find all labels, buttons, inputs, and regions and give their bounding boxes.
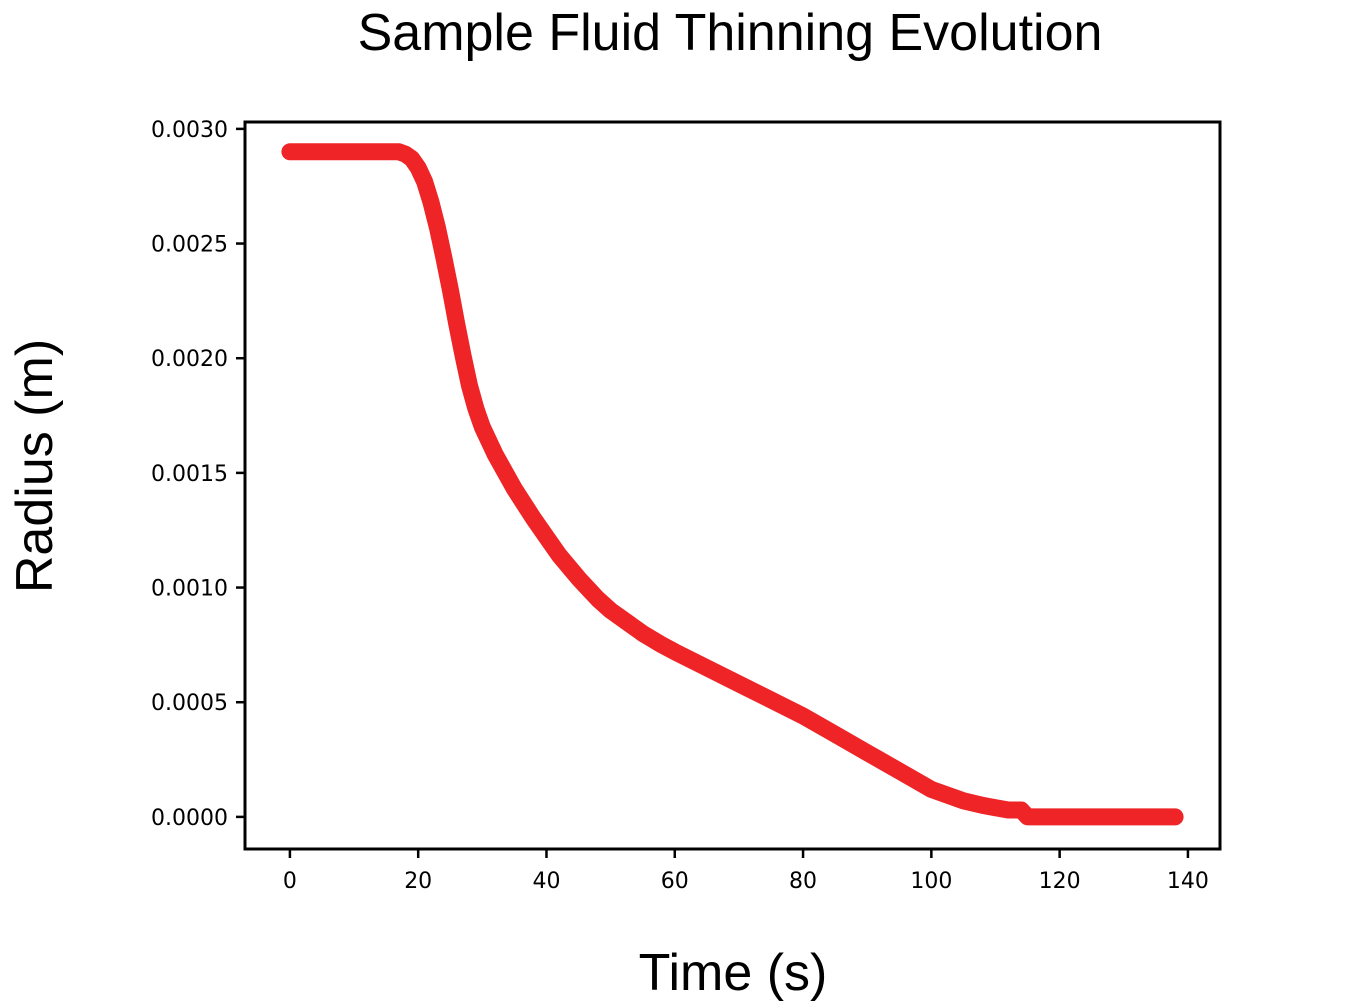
plot-frame [243,120,1222,851]
y-axis-ticks: 0.0000 0.0005 0.0010 0.0015 0.0020 0.0025 0.00… [151,118,245,831]
x-tick-label: 80 [789,869,817,894]
x-tick-label: 0 [283,869,297,894]
y-tick-label: 0.0025 [151,233,228,258]
y-tick-label: 0.0005 [151,691,228,716]
y-axis-title-group: Radius (m) [6,339,64,593]
y-axis-title: Radius (m) [6,339,64,593]
y-tick-label: 0.0010 [151,577,228,602]
x-axis-title: Time (s) [639,944,828,1002]
y-tick-label: 0.0015 [151,462,228,487]
y-tick-label: 0.0030 [151,118,228,143]
x-tick-label: 120 [1039,869,1081,894]
x-tick-label: 60 [661,869,689,894]
x-tick-label: 20 [404,869,432,894]
series-line [281,143,1184,826]
x-tick-label: 100 [910,869,952,894]
x-tick-label: 140 [1167,869,1209,894]
y-tick-label: 0.0000 [151,806,228,831]
y-tick-label: 0.0020 [151,347,228,372]
chart-title: Sample Fluid Thinning Evolution [358,4,1103,62]
x-tick-label: 40 [532,869,560,894]
x-axis-ticks: 0 20 40 60 80 100 120 140 [283,849,1209,894]
